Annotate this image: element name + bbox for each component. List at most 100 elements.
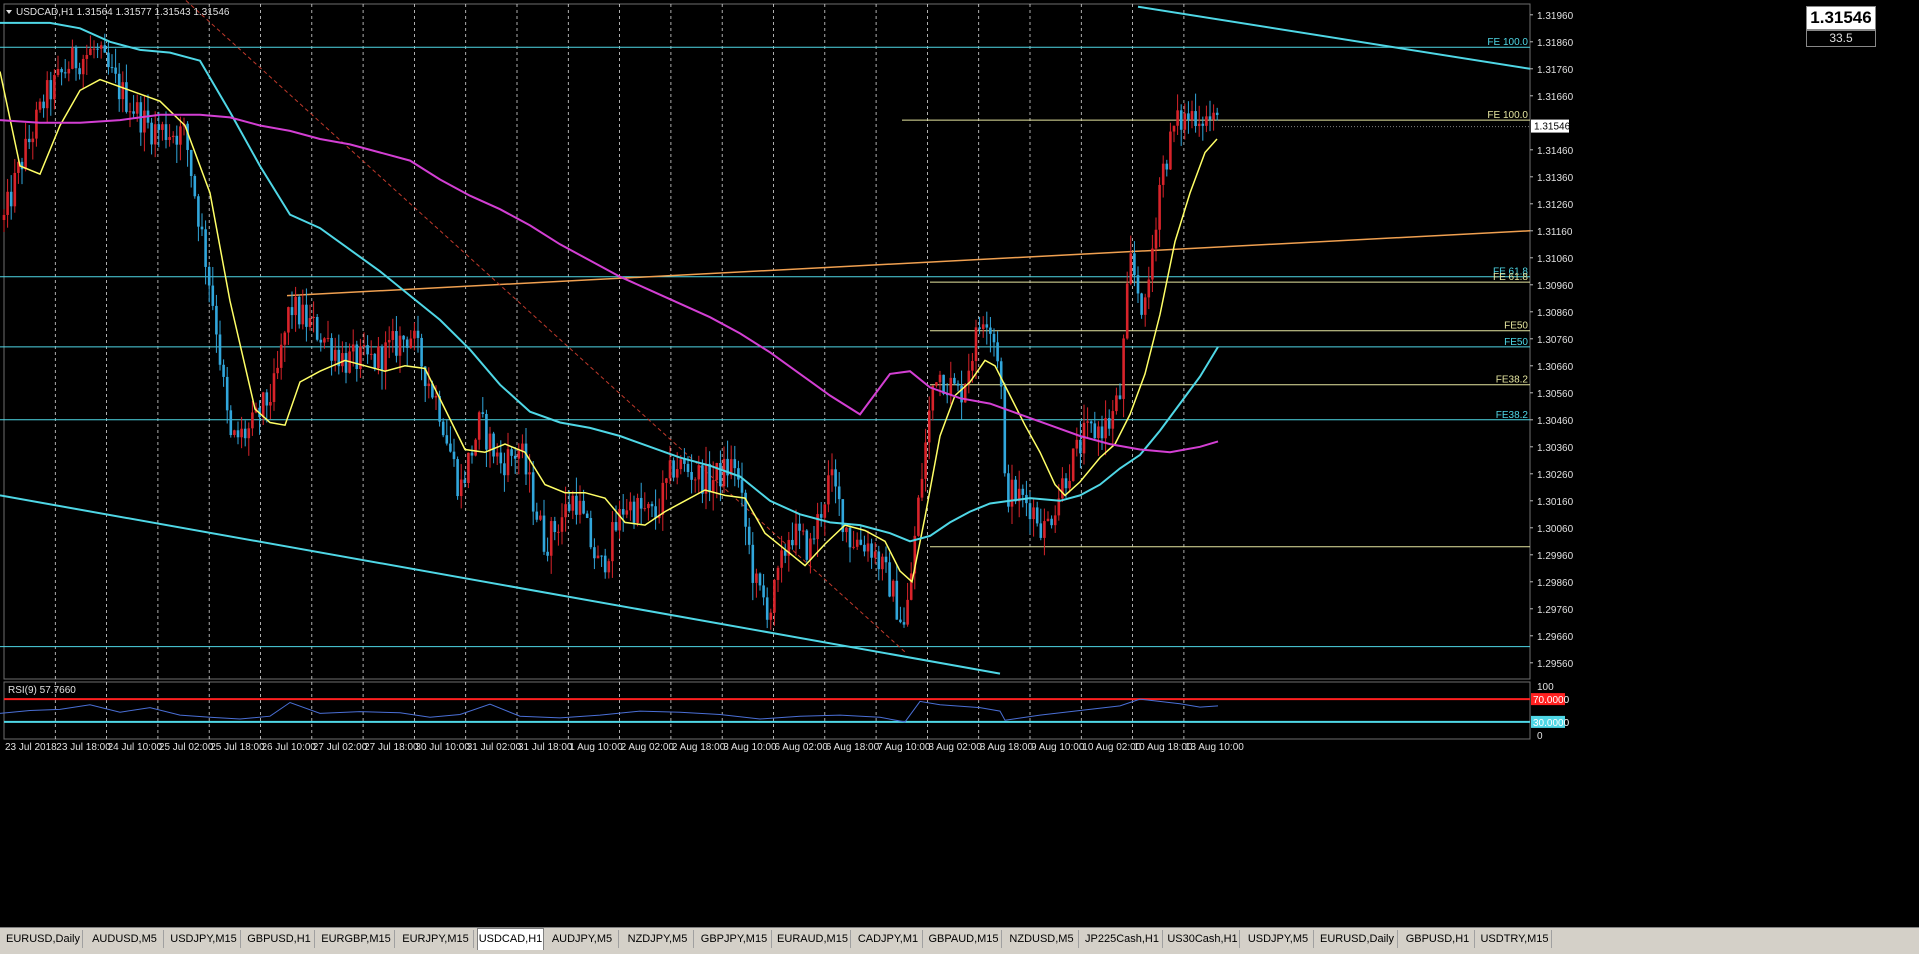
tab-eurusd-daily[interactable]: EURUSD,Daily: [1317, 930, 1398, 948]
bear-candle: [989, 327, 992, 334]
bear-candle: [492, 433, 495, 457]
tab-nzdjpy-m5[interactable]: NZDJPY,M5: [622, 930, 694, 948]
bull-candle: [247, 428, 251, 439]
x-tick-label: 31 Jul 02:00: [467, 742, 522, 753]
bull-candle: [629, 501, 632, 511]
bear-candle: [305, 304, 308, 327]
bull-candle: [809, 538, 812, 560]
bear-candle: [63, 72, 67, 74]
bear-candle: [1014, 479, 1017, 502]
bull-candle: [967, 370, 971, 385]
bear-candle: [49, 80, 53, 100]
bull-candle: [773, 579, 776, 613]
bull-candle: [434, 395, 438, 398]
bull-candle: [697, 465, 701, 480]
bear-candle: [380, 346, 384, 372]
bull-candle: [1212, 112, 1215, 120]
tab-usdcad-h1[interactable]: USDCAD,H1: [477, 928, 544, 950]
bull-candle: [99, 45, 103, 49]
fe-level-label: FE38.2: [1496, 410, 1529, 421]
tab-eurjpy-m15[interactable]: EURJPY,M15: [398, 930, 474, 948]
bull-candle: [1147, 279, 1151, 298]
bear-candle: [1187, 113, 1190, 120]
x-tick-label: 8 Aug 02:00: [928, 742, 982, 753]
bull-candle: [1068, 480, 1071, 489]
bear-candle: [164, 124, 168, 140]
tab-jp225cash-h1[interactable]: JP225Cash,H1: [1082, 930, 1163, 948]
bull-candle: [866, 543, 870, 552]
bear-candle: [27, 138, 31, 143]
bear-candle: [942, 374, 945, 394]
bull-candle: [1158, 184, 1161, 230]
tab-usdjpy-m15[interactable]: USDJPY,M15: [167, 930, 241, 948]
tab-gbpusd-h1[interactable]: GBPUSD,H1: [1401, 930, 1475, 948]
bull-candle: [931, 385, 935, 411]
bull-candle: [67, 68, 71, 74]
fe-level-label: FE50: [1504, 337, 1528, 348]
bear-candle: [366, 345, 369, 355]
sma-fast-line: [0, 71, 1218, 584]
tab-audjpy-m5[interactable]: AUDJPY,M5: [546, 930, 619, 948]
bull-candle: [949, 377, 953, 396]
y-tick-label: 1.30860: [1537, 308, 1574, 319]
tab-eurgbp-m15[interactable]: EURGBP,M15: [318, 930, 395, 948]
fe-level-label: FE 100.0: [1487, 110, 1528, 121]
bull-candle: [1046, 518, 1050, 522]
bull-candle: [823, 504, 827, 518]
bear-candle: [1140, 293, 1143, 315]
bear-candle: [197, 196, 200, 227]
bear-candle: [1035, 507, 1039, 524]
bear-candle: [1007, 473, 1010, 507]
bear-candle: [719, 462, 722, 487]
bear-candle: [737, 468, 740, 480]
bear-candle: [575, 495, 578, 515]
bear-candle: [1179, 110, 1183, 130]
tab-euraud-m15[interactable]: EURAUD,M15: [775, 930, 851, 948]
y-tick-label: 1.29660: [1537, 632, 1574, 643]
bear-candle: [441, 421, 445, 436]
tab-gbpjpy-m15[interactable]: GBPJPY,M15: [697, 930, 772, 948]
bull-candle: [17, 161, 20, 173]
bull-candle: [549, 521, 553, 556]
tab-gbpaud-m15[interactable]: GBPAUD,M15: [926, 930, 1002, 948]
bear-candle: [683, 459, 686, 464]
bull-candle: [679, 459, 683, 470]
bull-candle: [1053, 515, 1057, 526]
y-tick-label: 1.31460: [1537, 146, 1574, 157]
bull-candle: [1197, 123, 1201, 127]
sma-slow-line: [0, 113, 1219, 454]
bear-candle: [819, 514, 823, 518]
bear-candle: [650, 503, 654, 507]
bear-candle: [1003, 386, 1007, 474]
fe-level-label: FE 61.8: [1493, 272, 1528, 283]
bull-candle: [92, 48, 96, 50]
tab-nzdusd-m5[interactable]: NZDUSD,M5: [1005, 930, 1079, 948]
bear-candle: [1028, 503, 1032, 520]
y-tick-label: 1.30660: [1537, 362, 1574, 373]
tab-audusd-m5[interactable]: AUDUSD,M5: [86, 930, 164, 948]
bull-candle: [1115, 395, 1118, 412]
tab-gbpusd-h1[interactable]: GBPUSD,H1: [244, 930, 315, 948]
bull-candle: [45, 80, 49, 109]
bear-candle: [765, 597, 769, 620]
bear-candle: [582, 500, 585, 514]
chart-header: USDCAD,H1 1.31564 1.31577 1.31543 1.3154…: [16, 7, 230, 18]
x-tick-label: 8 Aug 18:00: [980, 742, 1034, 753]
bull-candle: [269, 401, 272, 406]
tab-us30cash-h1[interactable]: US30Cash,H1: [1166, 930, 1240, 948]
bull-candle: [1061, 478, 1064, 499]
bull-candle: [528, 472, 531, 475]
tab-usdjpy-m5[interactable]: USDJPY,M5: [1243, 930, 1314, 948]
bear-candle: [701, 465, 704, 494]
bull-candle: [1097, 426, 1100, 439]
bull-candle: [459, 479, 463, 497]
tab-usdtry-m15[interactable]: USDTRY,M15: [1478, 930, 1552, 948]
bear-candle: [510, 449, 513, 456]
x-tick-label: 25 Jul 02:00: [159, 742, 214, 753]
tab-cadjpy-m1[interactable]: CADJPY,M1: [854, 930, 923, 948]
bull-candle: [780, 550, 783, 568]
bull-candle: [1104, 418, 1107, 439]
y-tick-label: 1.29760: [1537, 605, 1574, 616]
tab-eurusd-daily[interactable]: EURUSD,Daily: [4, 930, 83, 948]
